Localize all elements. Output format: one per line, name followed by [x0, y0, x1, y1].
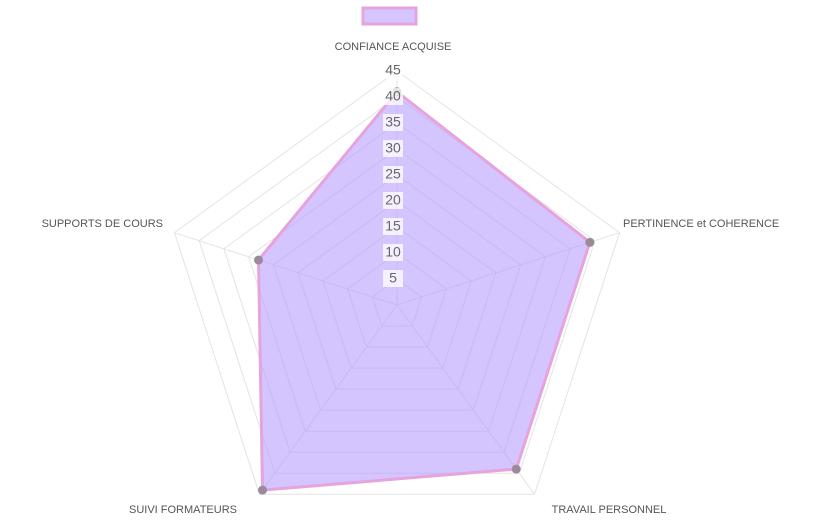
r-tick-label: 45: [385, 62, 401, 78]
tick-backdrop: [383, 140, 403, 157]
data-point: [585, 237, 595, 247]
category-label: SUPPORTS DE COURS: [42, 218, 163, 230]
r-tick-label: 30: [385, 140, 401, 156]
tick-backdrop: [383, 192, 403, 209]
data-layer: [254, 87, 595, 495]
r-tick-label: 35: [385, 114, 401, 130]
category-label: CONFIANCE ACQUISE: [335, 41, 452, 53]
r-tick-label: 25: [385, 166, 401, 182]
r-tick-label: 15: [385, 218, 401, 234]
label-layer: CONFIANCE ACQUISE PERTINENCE et COHERENCE…: [42, 6, 779, 516]
tick-backdrop: [383, 88, 403, 105]
data-point: [511, 464, 521, 474]
tick-backdrop: [383, 244, 403, 261]
data-point: [254, 255, 264, 265]
tick-backdrop: [383, 270, 403, 287]
r-tick-label: 40: [385, 88, 401, 104]
r-tick-label: 5: [389, 270, 397, 286]
r-tick-label: 10: [385, 244, 401, 260]
tick-backdrop: [383, 218, 403, 235]
r-tick-label: 20: [385, 192, 401, 208]
tick-layer: 5 10 15 20 25 30 35 40 45: [383, 62, 403, 287]
legend-swatch: [361, 6, 418, 26]
category-label: PERTINENCE et COHERENCE: [623, 218, 779, 230]
category-label: TRAVAIL PERSONNEL: [552, 504, 667, 516]
tick-backdrop: [383, 166, 403, 183]
radar-area: [257, 89, 592, 492]
tick-backdrop: [383, 62, 403, 79]
grid-ring: [173, 70, 621, 495]
data-point: [258, 485, 268, 495]
category-label: SUIVI FORMATEURS: [129, 504, 237, 516]
tick-backdrop: [383, 114, 403, 131]
